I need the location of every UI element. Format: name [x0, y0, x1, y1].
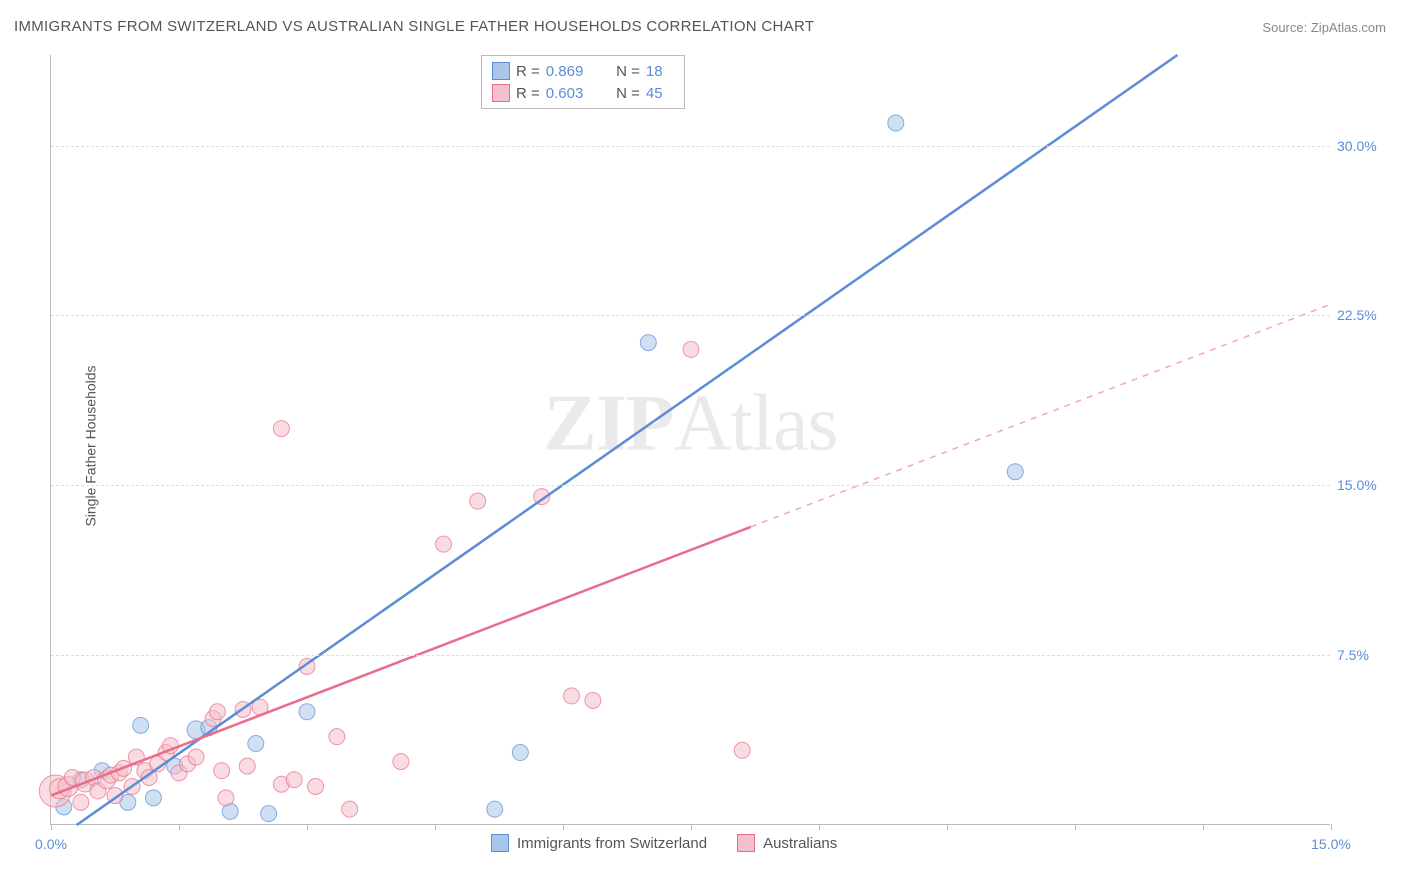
- x-tick: [947, 824, 948, 830]
- y-tick-label: 30.0%: [1337, 138, 1392, 154]
- source-link[interactable]: ZipAtlas.com: [1311, 20, 1386, 35]
- trend-line-aus-extrapolated: [751, 304, 1331, 527]
- legend-series-item-aus: Australians: [737, 834, 837, 852]
- data-point-swiss: [1007, 464, 1023, 480]
- data-point-aus: [393, 754, 409, 770]
- data-point-aus: [209, 704, 225, 720]
- legend-swatch-swiss: [491, 834, 509, 852]
- data-point-aus: [734, 742, 750, 758]
- y-tick-label: 15.0%: [1337, 477, 1392, 493]
- legend-series-item-swiss: Immigrants from Switzerland: [491, 834, 707, 852]
- data-point-aus: [436, 536, 452, 552]
- gridline: [51, 485, 1330, 486]
- data-point-swiss: [888, 115, 904, 131]
- data-point-swiss: [512, 745, 528, 761]
- data-point-swiss: [487, 801, 503, 817]
- source-label: Source:: [1262, 20, 1307, 35]
- legend-series-label-aus: Australians: [763, 835, 837, 852]
- legend-correlation-row-swiss: R = 0.869 N = 18: [492, 60, 674, 82]
- x-tick: [1075, 824, 1076, 830]
- x-tick: [51, 824, 52, 830]
- chart-title: IMMIGRANTS FROM SWITZERLAND VS AUSTRALIA…: [14, 18, 814, 35]
- data-point-aus: [470, 493, 486, 509]
- legend-swatch-swiss: [492, 62, 510, 80]
- data-point-aus: [188, 749, 204, 765]
- data-point-aus: [214, 763, 230, 779]
- data-point-swiss: [248, 735, 264, 751]
- legend-n-value-swiss: 18: [646, 63, 674, 80]
- x-tick: [691, 824, 692, 830]
- gridline: [51, 315, 1330, 316]
- source-attribution: Source: ZipAtlas.com: [1262, 20, 1386, 35]
- plot-svg: [51, 55, 1331, 825]
- chart-area: ZIPAtlas 7.5%15.0%22.5%30.0% 0.0%15.0% R…: [50, 55, 1330, 825]
- legend-n-value-aus: 45: [646, 85, 674, 102]
- legend-series: Immigrants from Switzerland Australians: [491, 834, 837, 852]
- legend-correlation-row-aus: R = 0.603 N = 45: [492, 82, 674, 104]
- legend-n-label: N =: [616, 63, 640, 80]
- data-point-aus: [564, 688, 580, 704]
- data-point-aus: [585, 692, 601, 708]
- data-point-aus: [329, 729, 345, 745]
- data-point-swiss: [299, 704, 315, 720]
- x-tick-label: 0.0%: [35, 836, 67, 852]
- x-tick: [819, 824, 820, 830]
- plot-frame: ZIPAtlas 7.5%15.0%22.5%30.0% 0.0%15.0% R…: [50, 55, 1330, 825]
- x-tick: [435, 824, 436, 830]
- data-point-aus: [73, 794, 89, 810]
- legend-r-value-swiss: 0.869: [546, 63, 596, 80]
- data-point-aus: [239, 758, 255, 774]
- y-tick-label: 22.5%: [1337, 307, 1392, 323]
- data-point-aus: [342, 801, 358, 817]
- legend-r-label: R =: [516, 63, 540, 80]
- legend-correlation: R = 0.869 N = 18 R = 0.603 N = 45: [481, 55, 685, 109]
- legend-r-label: R =: [516, 85, 540, 102]
- x-tick: [563, 824, 564, 830]
- legend-swatch-aus: [737, 834, 755, 852]
- x-tick: [1331, 824, 1332, 830]
- legend-r-value-aus: 0.603: [546, 85, 596, 102]
- x-tick: [1203, 824, 1204, 830]
- x-tick-label: 15.0%: [1311, 836, 1351, 852]
- gridline: [51, 655, 1330, 656]
- data-point-aus: [286, 772, 302, 788]
- data-point-swiss: [145, 790, 161, 806]
- data-point-swiss: [133, 717, 149, 733]
- legend-n-label: N =: [616, 85, 640, 102]
- trend-line-swiss: [77, 55, 1178, 825]
- data-point-aus: [218, 790, 234, 806]
- y-tick-label: 7.5%: [1337, 647, 1392, 663]
- gridline: [51, 146, 1330, 147]
- data-point-aus: [683, 341, 699, 357]
- legend-swatch-aus: [492, 84, 510, 102]
- data-point-aus: [308, 779, 324, 795]
- data-point-aus: [273, 421, 289, 437]
- legend-series-label-swiss: Immigrants from Switzerland: [517, 835, 707, 852]
- data-point-swiss: [640, 335, 656, 351]
- x-tick: [307, 824, 308, 830]
- data-point-swiss: [261, 806, 277, 822]
- x-tick: [179, 824, 180, 830]
